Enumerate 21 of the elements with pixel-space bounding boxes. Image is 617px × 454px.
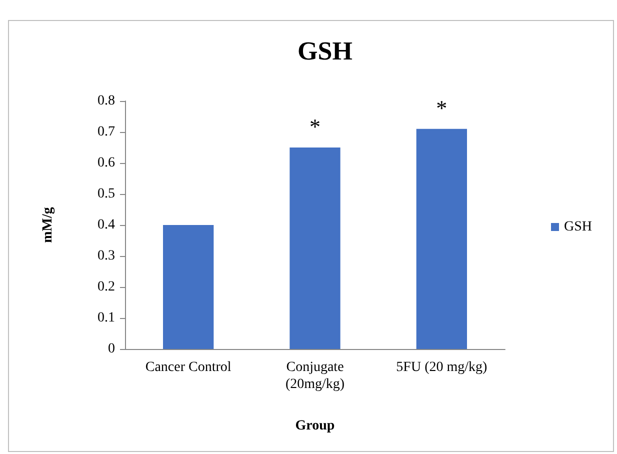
y-tick-label: 0.7 [98, 124, 115, 140]
legend-label: GSH [564, 220, 592, 234]
bar [163, 225, 214, 349]
annotation: * [436, 95, 448, 120]
bar [290, 148, 340, 349]
annotation: * [310, 114, 320, 139]
y-tick-label: 0.5 [98, 186, 115, 202]
x-axis-title: Group [295, 418, 335, 434]
y-tick-label: 0.1 [98, 310, 115, 326]
y-tick-label: 0.8 [98, 94, 115, 108]
y-tick-label: 0.3 [98, 248, 115, 264]
y-tick-label: 0.2 [98, 280, 115, 294]
y-tick-label: 0.6 [98, 156, 115, 170]
y-axis-title: mM/g [40, 207, 56, 243]
x-tick-label: 5FU (20 mg/kg) [396, 360, 488, 375]
bar [416, 128, 467, 349]
chart-title: GSH [298, 36, 352, 66]
x-tick-label: Cancer Control [145, 360, 232, 375]
x-tick-label: Conjugate (20mg/kg) [285, 360, 345, 392]
y-tick-label: 0.4 [98, 218, 115, 232]
y-tick-label: 0 [108, 342, 115, 356]
